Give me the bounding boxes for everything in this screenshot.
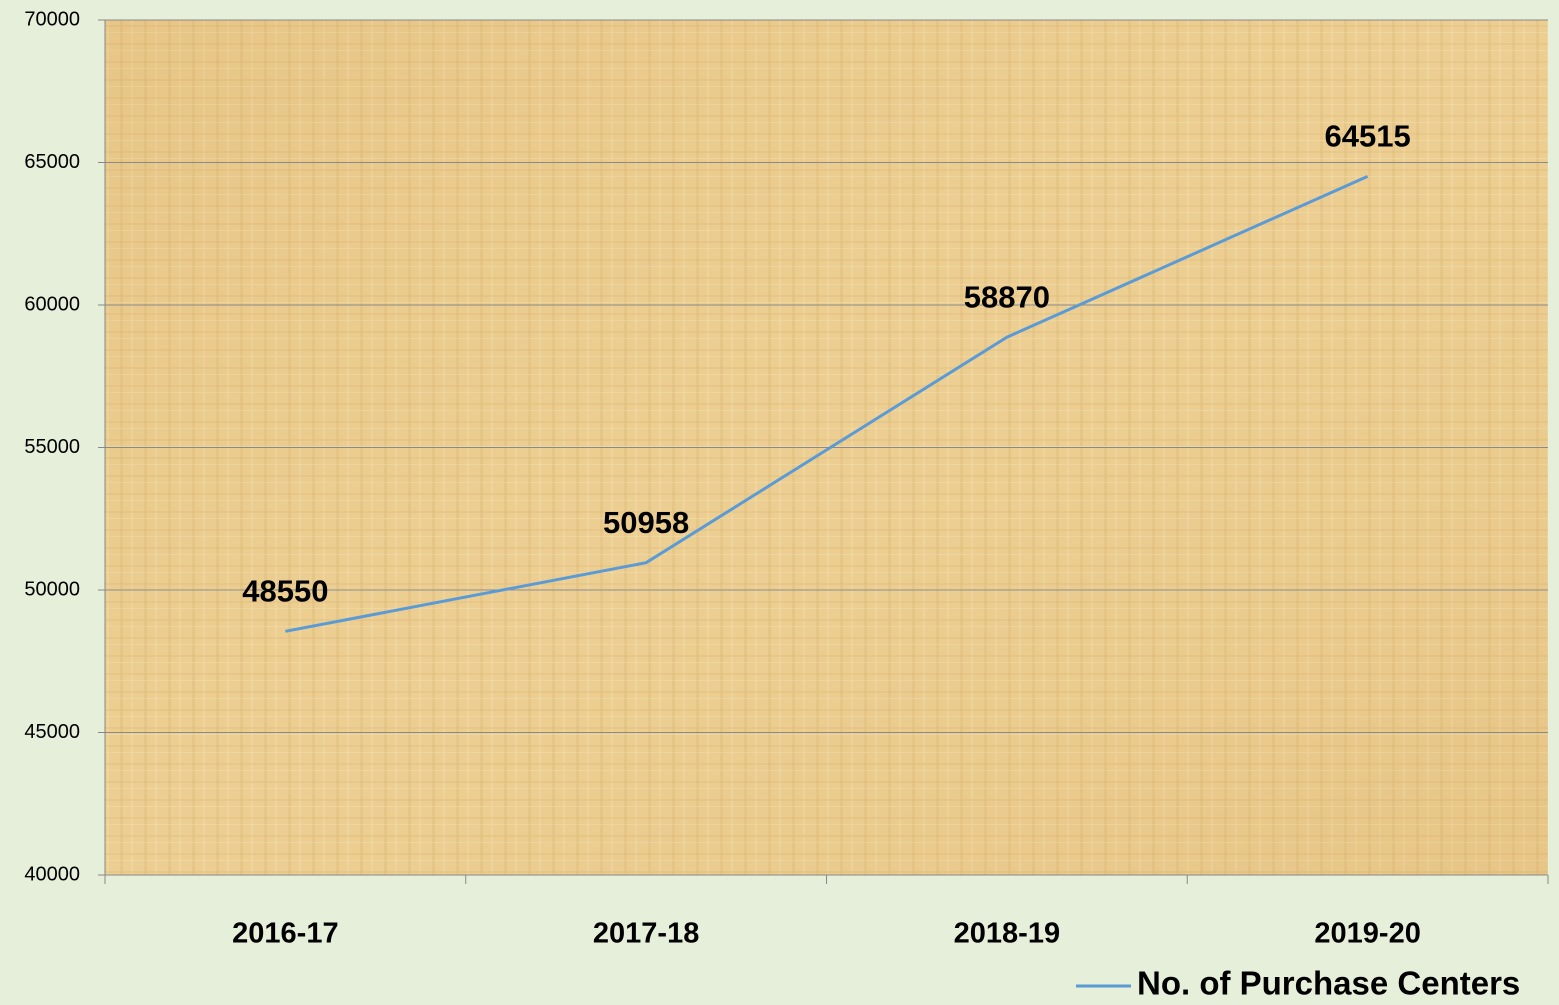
- y-tick-label: 60000: [24, 293, 80, 315]
- x-tick-label: 2019-20: [1314, 918, 1420, 950]
- y-tick-label: 70000: [24, 8, 80, 30]
- y-tick-label: 50000: [24, 578, 80, 600]
- data-label: 58870: [964, 279, 1050, 314]
- x-tick-label: 2017-18: [593, 918, 699, 950]
- data-label: 64515: [1325, 119, 1411, 154]
- legend-label: No. of Purchase Centers: [1137, 965, 1520, 1002]
- x-tick-label: 2016-17: [232, 918, 338, 950]
- y-tick-label: 45000: [24, 721, 80, 743]
- y-tick-label: 55000: [24, 436, 80, 458]
- data-label: 50958: [603, 505, 689, 540]
- data-label: 48550: [242, 574, 328, 609]
- x-tick-label: 2018-19: [954, 918, 1060, 950]
- y-tick-label: 65000: [24, 151, 80, 173]
- series-line: [285, 174, 1369, 633]
- y-tick-label: 40000: [24, 863, 80, 885]
